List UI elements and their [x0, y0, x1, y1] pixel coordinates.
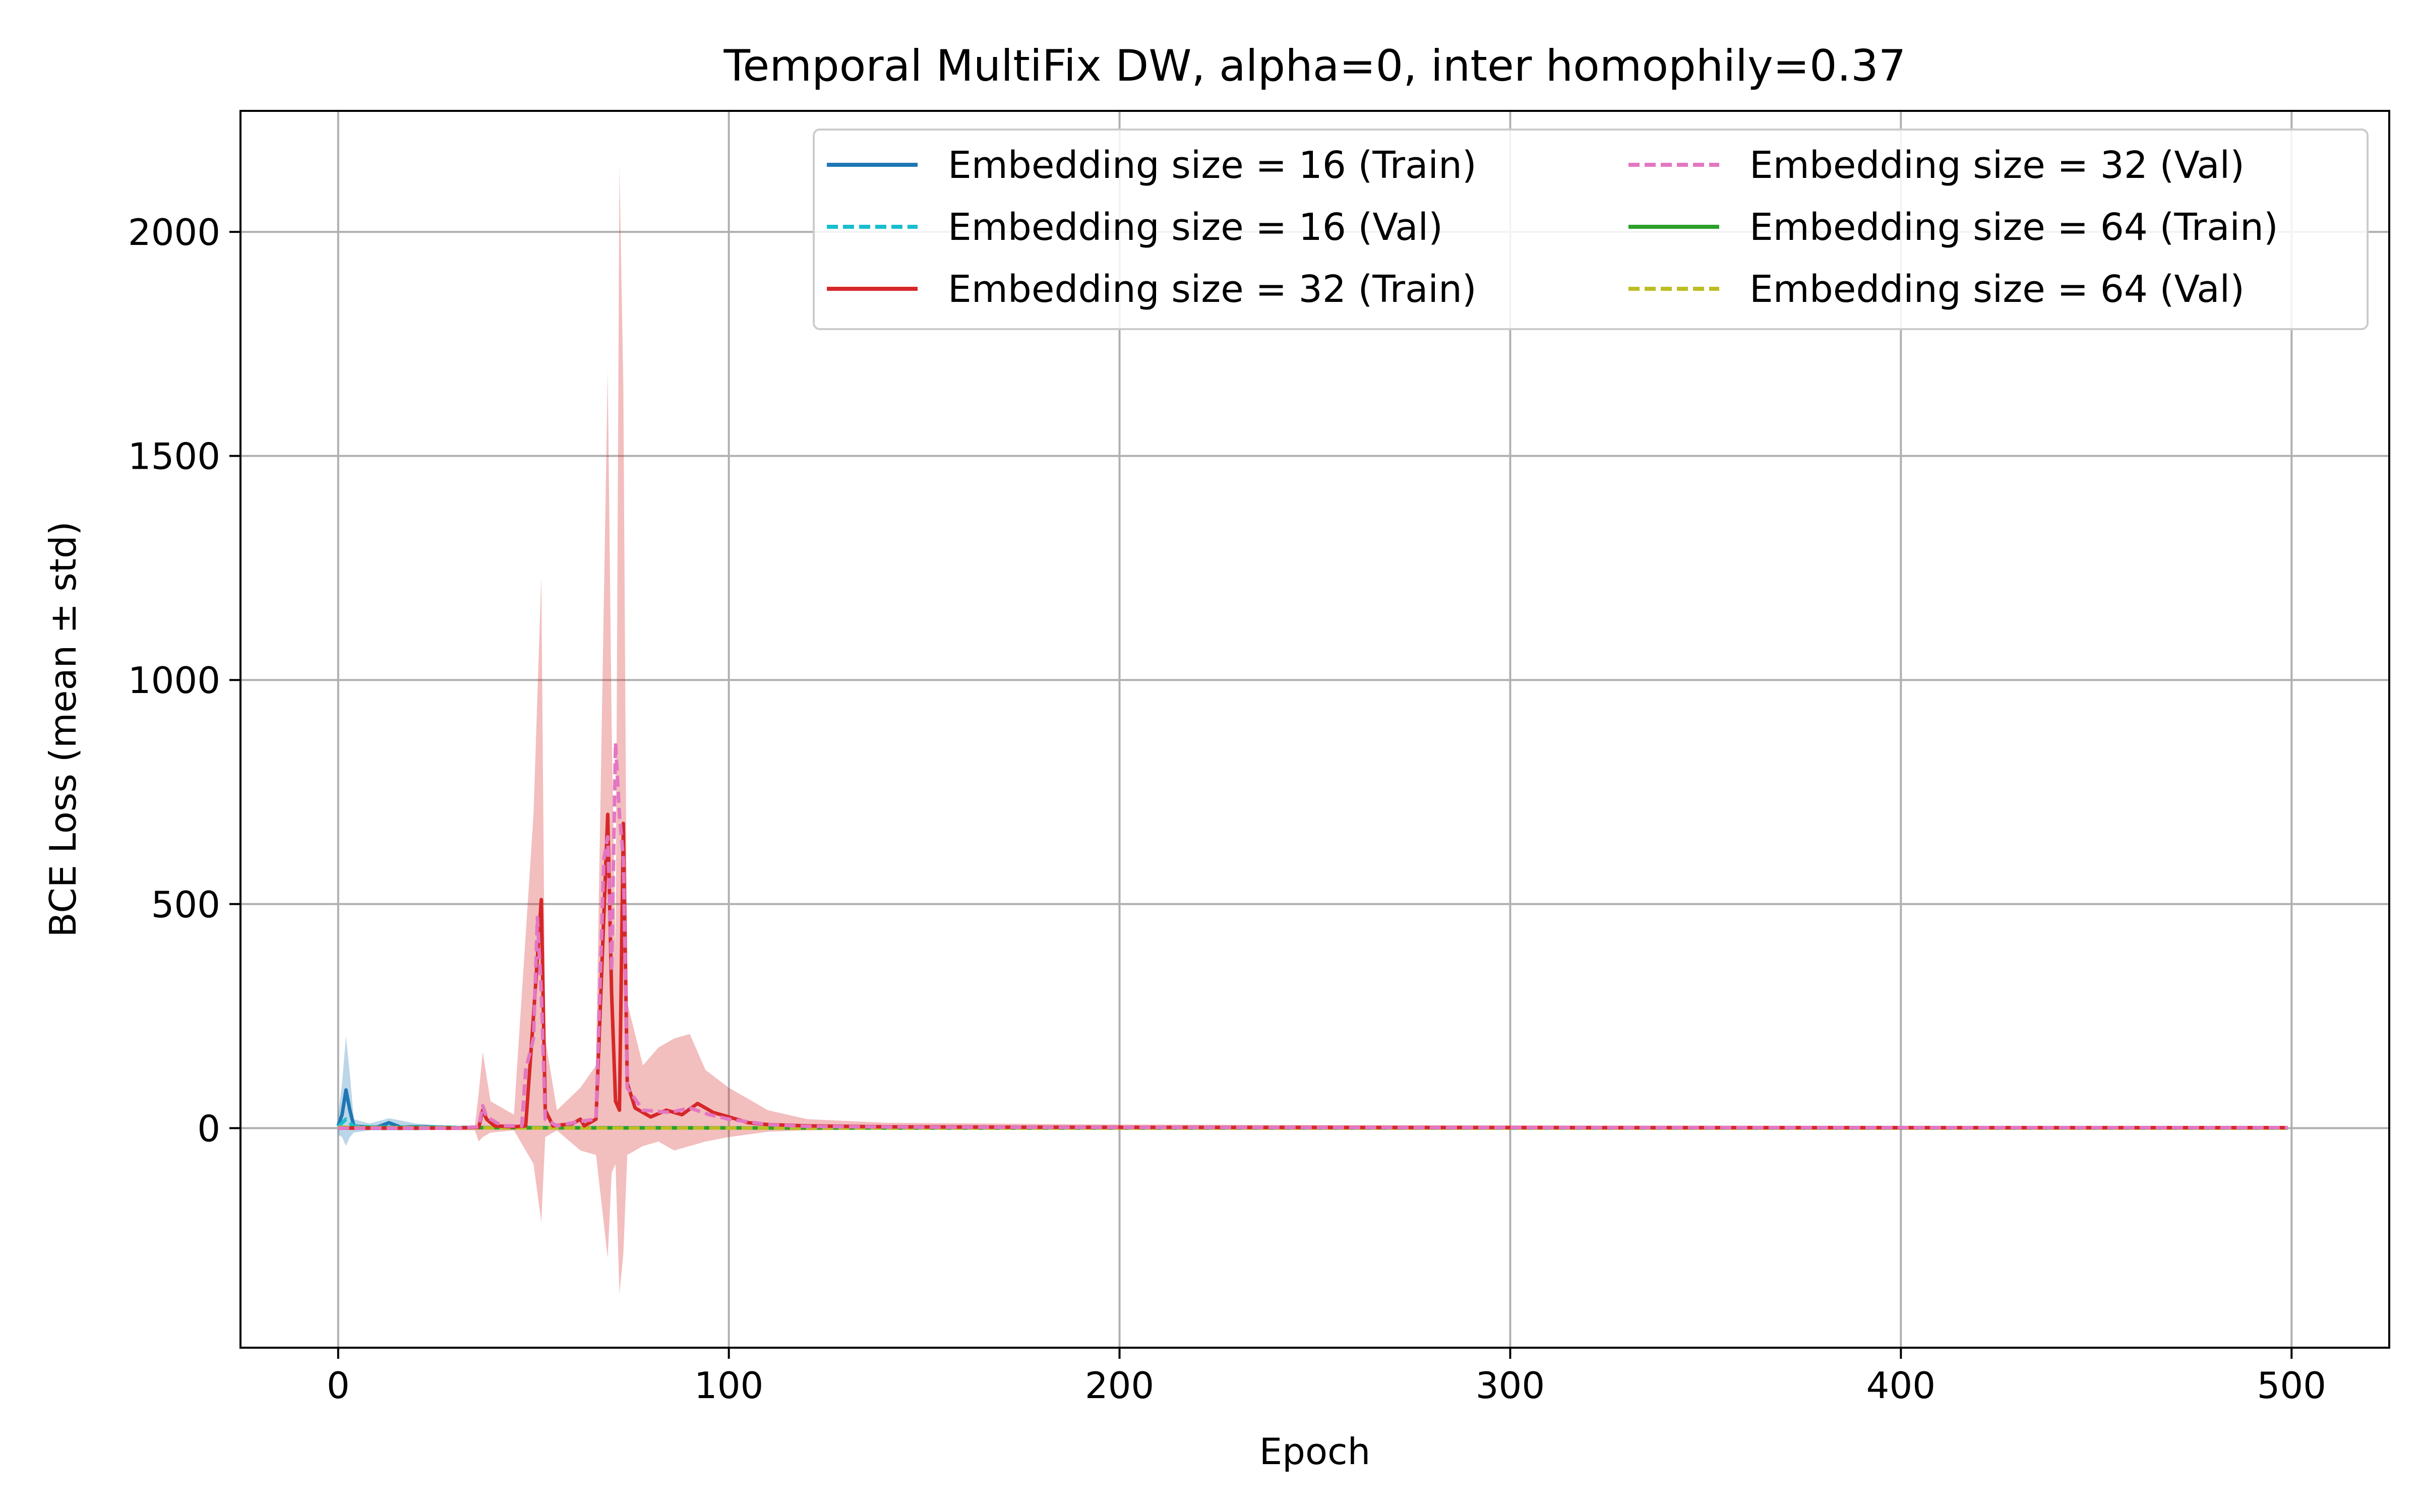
y-tick-label: 1500 [128, 435, 220, 478]
plot-frame [239, 110, 2390, 1349]
tick-layer: 0 100 200 300 400 500 0 500 1000 1500 2000 [128, 211, 2326, 1407]
x-tick-label: 400 [1866, 1364, 1935, 1407]
legend-label-series-4: Embedding size = 32 (Val) [1749, 144, 2245, 187]
legend-box [813, 129, 2369, 330]
legend-label-series-5: Embedding size = 64 (Train) [1749, 206, 2278, 249]
y-tick-label: 0 [197, 1107, 220, 1150]
x-tick-label: 300 [1476, 1364, 1545, 1407]
y-tick-label: 2000 [128, 211, 220, 254]
legend-label-series-1: Embedding size = 16 (Train) [948, 144, 1477, 187]
x-tick-label: 500 [2257, 1364, 2326, 1407]
x-axis-label: Epoch [1259, 1430, 1370, 1473]
x-tick-label: 100 [694, 1364, 763, 1407]
y-tick-label: 1000 [128, 659, 220, 702]
x-tick-label: 0 [327, 1364, 350, 1407]
y-axis-label: BCE Loss (mean ± std) [42, 521, 84, 937]
line-layer [336, 741, 2288, 1130]
chart-title: Temporal MultiFix DW, alpha=0, inter hom… [723, 41, 1906, 91]
legend: Embedding size = 16 (Train) Embedding siz… [813, 129, 2369, 330]
legend-label-series-3: Embedding size = 32 (Train) [948, 268, 1477, 311]
legend-label-series-2: Embedding size = 16 (Val) [948, 206, 1443, 249]
y-tick-label: 500 [151, 884, 220, 926]
x-tick-label: 200 [1085, 1364, 1154, 1407]
legend-label-series-6: Embedding size = 64 (Val) [1749, 268, 2245, 311]
line-series-4 [338, 741, 2288, 1130]
